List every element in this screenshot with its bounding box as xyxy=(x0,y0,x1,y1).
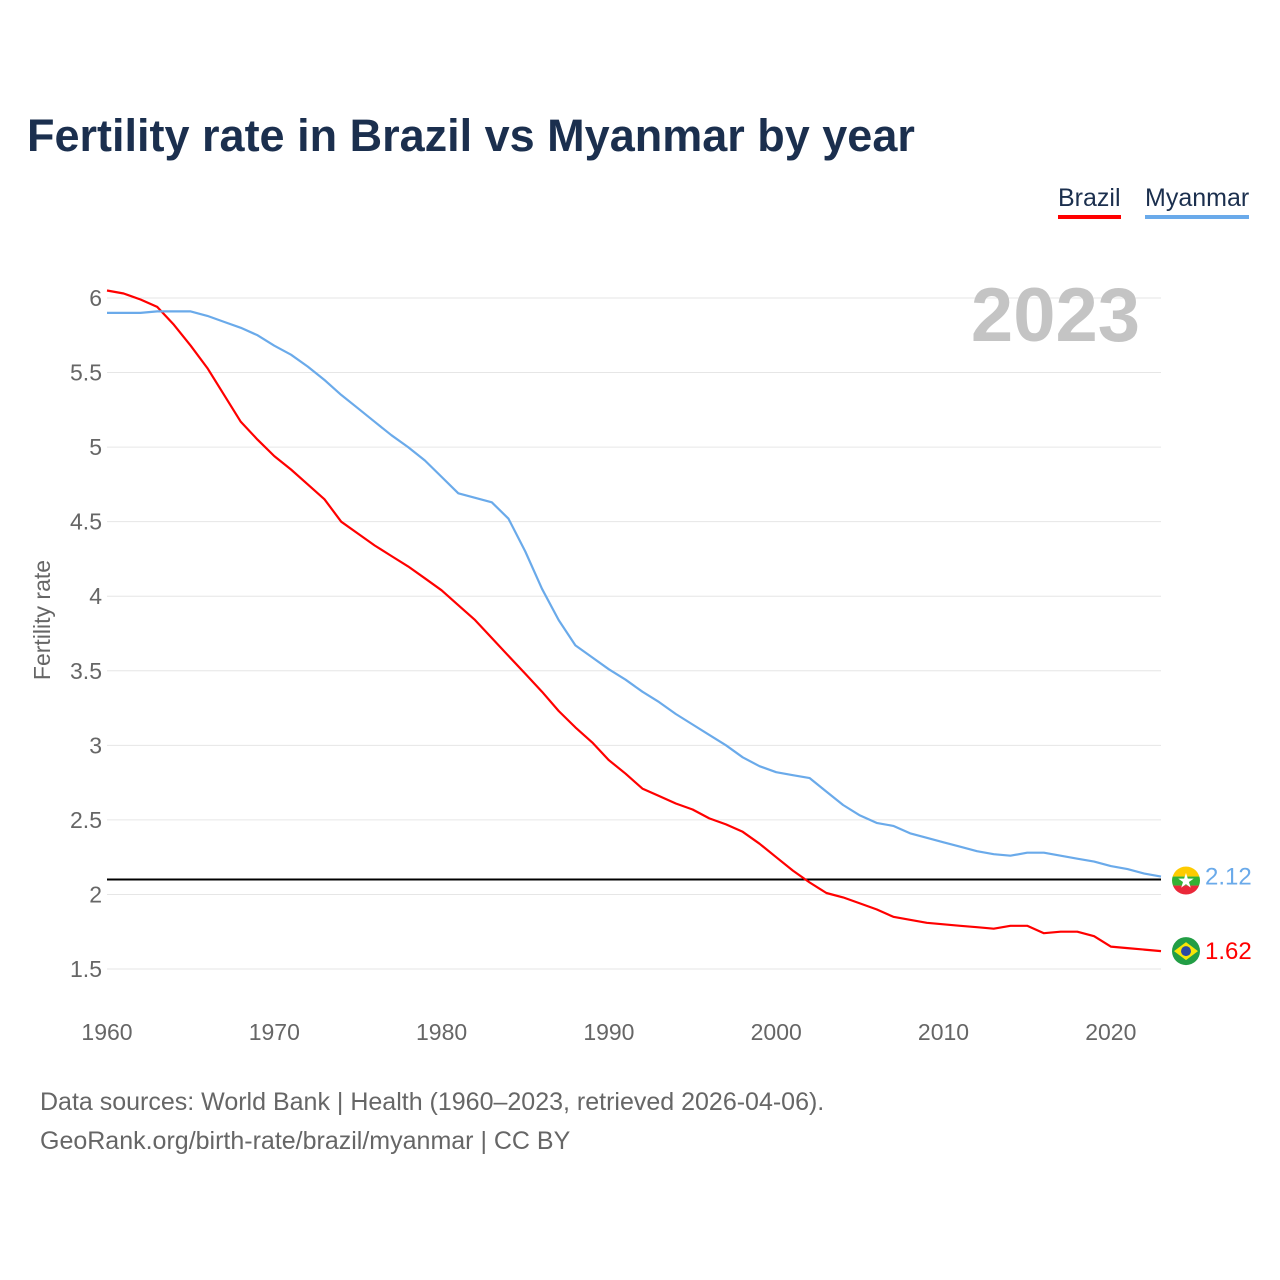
legend-myanmar[interactable]: Myanmar xyxy=(1145,184,1250,219)
x-tick-label: 2000 xyxy=(751,1019,802,1045)
x-tick-label: 1970 xyxy=(249,1019,300,1045)
flag-stripe xyxy=(1172,866,1200,877)
y-tick-label: 2.5 xyxy=(70,807,102,833)
y-tick-label: 3 xyxy=(89,732,102,758)
legend-brazil[interactable]: Brazil xyxy=(1058,184,1121,219)
year-watermark: 2023 xyxy=(971,273,1140,358)
flag-stripe xyxy=(1172,885,1200,895)
end-label-brazil: 1.62 xyxy=(1205,938,1252,965)
star-icon: ★ xyxy=(1177,871,1195,893)
flag-brazil-icon xyxy=(1172,937,1200,966)
x-tick-label: 1990 xyxy=(583,1019,634,1045)
grid: 1.5 2 2.5 3 3.5 4 4.5 5 5.5 6 1960 1970 1980 1990 2000… xyxy=(70,285,1161,1045)
x-tick-label: 1980 xyxy=(416,1019,467,1045)
flag-myanmar-icon: ★ xyxy=(1172,866,1200,895)
flag-globe xyxy=(1181,946,1191,957)
footer-sources: Data sources: World Bank | Health (1960–… xyxy=(40,1088,825,1116)
line-chart: 1.5 2 2.5 3 3.5 4 4.5 5 5.5 6 1960 1970 1980 1990 2000… xyxy=(29,273,1252,1045)
series-lines xyxy=(106,289,1162,953)
footer-link[interactable]: GeoRank.org/birth-rate/brazil/myanmar | … xyxy=(40,1127,571,1155)
y-tick-label: 6 xyxy=(89,285,102,311)
flag-stripe xyxy=(1172,876,1200,886)
y-tick-label: 5.5 xyxy=(70,360,102,386)
y-tick-label: 4.5 xyxy=(70,509,102,535)
end-markers: ★ 2.12 1.62 xyxy=(1172,864,1252,966)
y-tick-label: 2 xyxy=(89,881,102,907)
y-tick-label: 4 xyxy=(89,583,102,609)
chart-title: Fertility rate in Brazil vs Myanmar by y… xyxy=(27,110,915,161)
series-line-brazil xyxy=(106,289,1162,953)
y-axis-label: Fertility rate xyxy=(29,560,55,680)
series-line-myanmar xyxy=(107,310,1162,878)
x-tick-label: 1960 xyxy=(81,1019,132,1045)
x-tick-label: 2010 xyxy=(918,1019,969,1045)
end-label-myanmar: 2.12 xyxy=(1205,864,1252,891)
x-tick-label: 2020 xyxy=(1085,1019,1136,1045)
y-tick-label: 3.5 xyxy=(70,658,102,684)
y-tick-label: 1.5 xyxy=(70,956,102,982)
y-tick-label: 5 xyxy=(89,434,102,460)
